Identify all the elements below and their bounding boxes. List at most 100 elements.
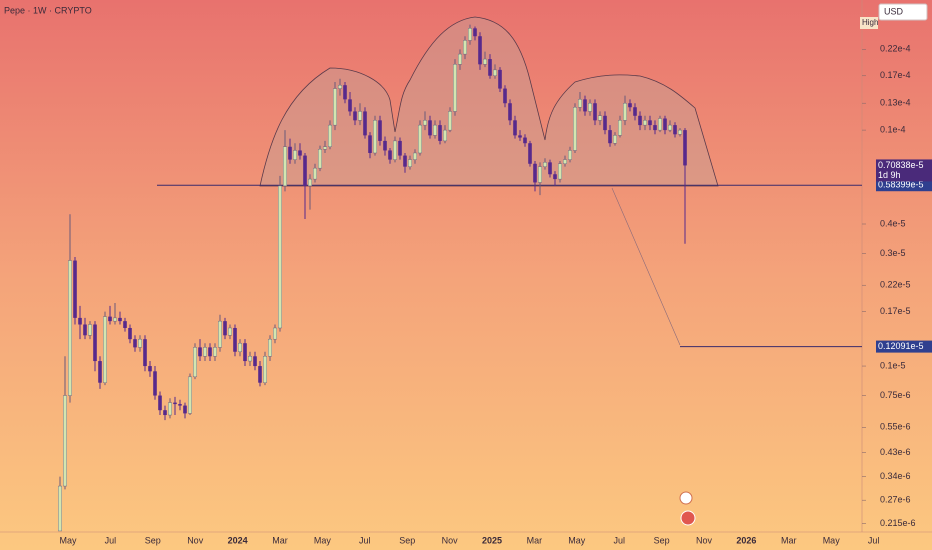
candle-body: [553, 174, 557, 180]
candle-body: [293, 150, 298, 160]
y-tick-label: 0.75e-6: [880, 390, 911, 400]
candle-body: [488, 59, 492, 76]
y-tick-label: 0.34e-6: [880, 471, 911, 481]
candle-body: [318, 149, 323, 169]
candle-body: [453, 64, 458, 112]
x-tick-label: Nov: [442, 535, 459, 545]
candle-body: [253, 356, 257, 367]
candle-body: [508, 103, 512, 121]
x-tick-label: May: [59, 535, 77, 545]
y-tick-label: 0.215e-6: [880, 518, 916, 528]
candle-body: [243, 343, 247, 362]
candle-body: [493, 69, 498, 76]
x-tick-label: Nov: [696, 535, 713, 545]
candle-body: [413, 152, 418, 160]
candle-body: [478, 36, 482, 65]
candle-body: [473, 28, 477, 37]
price-tag-label: 0.58399e-5: [878, 180, 924, 190]
x-tick-label: Jul: [105, 535, 117, 545]
candle-body: [353, 111, 357, 121]
candle-body: [418, 124, 423, 154]
y-tick-label: 0.17e-5: [880, 306, 911, 316]
candle-body: [167, 402, 172, 416]
y-tick-label: 0.13e-4: [880, 98, 911, 108]
candle-body: [548, 162, 552, 175]
candle-body: [523, 137, 527, 144]
candle-body: [178, 404, 182, 406]
candle-body: [192, 347, 197, 378]
candle-body: [613, 135, 618, 144]
candle-body: [618, 120, 623, 136]
candle-body: [373, 120, 378, 154]
y-tick-label: 0.17e-4: [880, 70, 911, 80]
high-tag: [860, 17, 878, 29]
x-tick-label: May: [568, 535, 586, 545]
x-tick-label: 2026: [736, 535, 756, 545]
candle-body: [133, 339, 137, 348]
x-tick-label: Jul: [359, 535, 371, 545]
candle-body: [137, 338, 142, 348]
price-tag: [876, 340, 932, 353]
y-tick-label: 0.43e-6: [880, 447, 911, 457]
candle-body: [458, 53, 463, 65]
x-tick-label: Sep: [399, 535, 415, 545]
candle-body: [588, 103, 593, 112]
x-tick-label: Sep: [654, 535, 670, 545]
candle-body: [233, 327, 237, 352]
candle-body: [338, 85, 343, 89]
candle-body: [73, 260, 77, 318]
candle-body: [298, 150, 302, 156]
candle-body: [468, 28, 473, 41]
candle-body: [223, 321, 227, 336]
candle-body: [273, 327, 278, 340]
candle-body: [363, 111, 367, 136]
candle-body: [112, 317, 117, 322]
candle-body: [443, 129, 448, 142]
candle-body: [593, 103, 597, 121]
candle-body: [212, 347, 217, 357]
candle-body: [183, 405, 187, 414]
currency-button[interactable]: USD: [878, 3, 928, 21]
candle-body: [658, 118, 663, 131]
candle-body: [558, 163, 563, 180]
candle-body: [663, 118, 667, 131]
x-tick-label: Jul: [613, 535, 625, 545]
candle-body: [343, 85, 347, 100]
x-tick-label: Mar: [527, 535, 543, 545]
candle-body: [283, 146, 288, 187]
candle-body: [538, 166, 543, 183]
candle-body: [428, 120, 432, 136]
candle-body: [128, 327, 132, 340]
candle-body: [448, 111, 453, 131]
candle-body: [173, 402, 177, 405]
candle-body: [628, 103, 632, 108]
candle-body: [398, 140, 402, 156]
x-tick-label: Jul: [868, 535, 880, 545]
candle-body: [328, 124, 333, 147]
symbol-title: Pepe · 1W · CRYPTO: [4, 5, 92, 15]
candle-body: [153, 371, 157, 396]
x-tick-label: May: [314, 535, 332, 545]
currency-button-box[interactable]: [878, 3, 928, 21]
candle-body: [403, 155, 407, 167]
candle-body: [237, 342, 242, 352]
candle-body: [528, 143, 532, 164]
candle-body: [358, 111, 363, 121]
candle-body: [263, 356, 268, 383]
candle-body: [303, 155, 307, 186]
candle-body: [643, 120, 648, 126]
candle-body: [388, 150, 392, 160]
candle-body: [198, 347, 202, 357]
candle-body: [683, 130, 687, 166]
candle-body: [148, 366, 152, 372]
x-tick-label: 2024: [228, 535, 248, 545]
x-tick-label: Mar: [272, 535, 288, 545]
candle-body: [368, 135, 372, 153]
currency-label[interactable]: USD: [884, 6, 904, 16]
candle-body: [87, 324, 92, 336]
candle-body: [323, 146, 328, 150]
candle-body: [93, 324, 97, 362]
x-tick-label: 2025: [482, 535, 502, 545]
